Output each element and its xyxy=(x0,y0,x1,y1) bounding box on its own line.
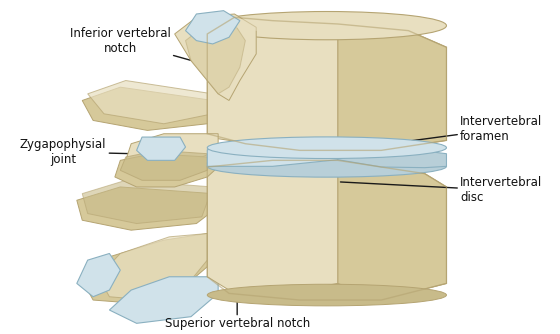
Polygon shape xyxy=(115,154,218,187)
Ellipse shape xyxy=(207,156,446,177)
Polygon shape xyxy=(175,14,256,101)
Polygon shape xyxy=(109,277,218,323)
Polygon shape xyxy=(82,233,218,303)
Polygon shape xyxy=(262,21,446,150)
Text: Intervertebral
foramen: Intervertebral foramen xyxy=(327,115,542,152)
Polygon shape xyxy=(207,143,338,166)
Polygon shape xyxy=(338,24,446,150)
Polygon shape xyxy=(120,150,207,180)
Polygon shape xyxy=(262,160,446,300)
Polygon shape xyxy=(207,160,338,293)
Polygon shape xyxy=(338,143,446,168)
Ellipse shape xyxy=(207,137,446,159)
Ellipse shape xyxy=(207,11,446,40)
Polygon shape xyxy=(77,254,120,297)
Polygon shape xyxy=(185,24,245,94)
Polygon shape xyxy=(185,11,240,44)
Polygon shape xyxy=(137,137,185,160)
Polygon shape xyxy=(99,233,207,300)
Ellipse shape xyxy=(207,284,446,306)
Ellipse shape xyxy=(207,152,446,175)
Ellipse shape xyxy=(229,15,392,33)
Polygon shape xyxy=(88,80,213,124)
Polygon shape xyxy=(126,134,218,167)
Text: Superior vertebral notch: Superior vertebral notch xyxy=(165,302,310,330)
Text: Intervertebral
disc: Intervertebral disc xyxy=(340,176,542,204)
Text: Inferior vertebral
notch: Inferior vertebral notch xyxy=(70,27,216,67)
Text: Zygapophysial
joint: Zygapophysial joint xyxy=(20,138,202,166)
Polygon shape xyxy=(82,180,213,223)
Polygon shape xyxy=(338,160,446,300)
Polygon shape xyxy=(207,24,338,147)
Polygon shape xyxy=(82,87,223,130)
Polygon shape xyxy=(77,187,218,230)
